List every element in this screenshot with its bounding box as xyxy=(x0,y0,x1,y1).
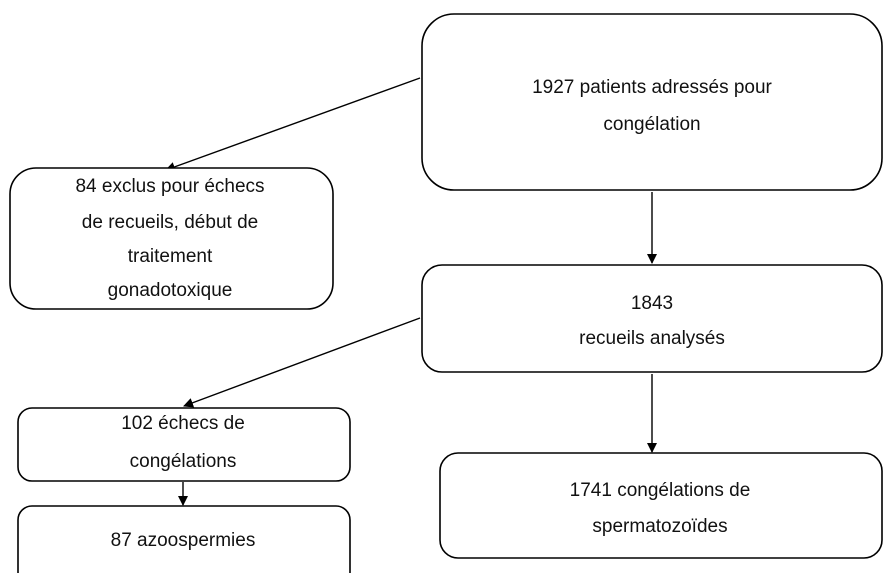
node-box xyxy=(439,452,883,559)
node-label: traitement xyxy=(128,246,213,267)
node-label: 84 exclus pour échecs xyxy=(75,176,264,197)
node-label: gonadotoxique xyxy=(108,280,233,301)
node-label: congélations xyxy=(130,451,237,472)
node-box xyxy=(421,264,883,373)
node-label: 1741 congélations de xyxy=(570,480,751,501)
node-box xyxy=(17,407,351,482)
node-label: congélation xyxy=(603,114,700,135)
node-label: 87 azoospermies xyxy=(111,530,256,551)
arrow xyxy=(183,317,421,408)
node-label: 1843 xyxy=(631,293,673,314)
node-label: 102 échecs de xyxy=(121,413,245,434)
node-label: recueils analysés xyxy=(579,328,725,349)
node-box xyxy=(17,505,351,573)
arrow xyxy=(165,77,421,172)
node-box xyxy=(9,167,334,310)
node-label: spermatozoïdes xyxy=(592,516,727,537)
node-box xyxy=(421,13,883,191)
node-label: de recueils, début de xyxy=(82,212,258,233)
node-label: 1927 patients adressés pour xyxy=(532,77,772,98)
